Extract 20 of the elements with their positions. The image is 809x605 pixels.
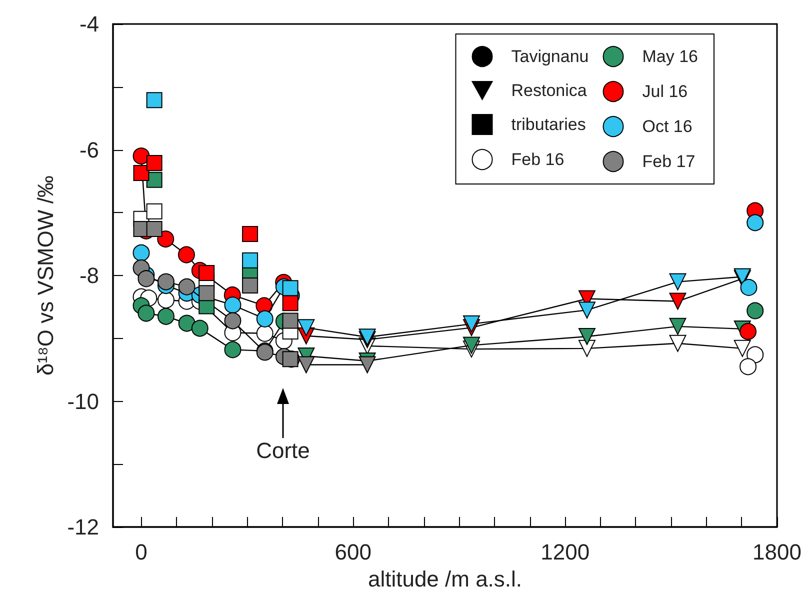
y-tick-label: -4 bbox=[79, 12, 99, 36]
legend-label: Feb 16 bbox=[511, 150, 564, 169]
legend-label: Tavignanu bbox=[511, 47, 589, 66]
legend-label: Restonica bbox=[511, 81, 588, 100]
legend-label: Oct 16 bbox=[642, 117, 692, 136]
y-tick-label: -10 bbox=[67, 388, 99, 414]
y-tick-label: -12 bbox=[67, 514, 99, 540]
legend-label: tributaries bbox=[511, 115, 586, 134]
x-tick-label: 1200 bbox=[540, 540, 590, 564]
y-tick-label: -6 bbox=[79, 137, 99, 162]
x-tick-label: 0 bbox=[135, 540, 148, 564]
x-tick-label: 600 bbox=[334, 540, 372, 564]
x-axis-title: altitude /m a.s.l. bbox=[368, 566, 522, 592]
y-tick-label: -8 bbox=[79, 263, 99, 288]
legend-label: Jul 16 bbox=[642, 82, 688, 101]
y-axis-title: δ¹⁸O vs VSMOW /‰ bbox=[32, 176, 58, 376]
legend-label: Feb 17 bbox=[642, 152, 696, 171]
x-tick-label: 1800 bbox=[752, 540, 802, 564]
legend-label: May 16 bbox=[642, 47, 698, 66]
annotation: Corte bbox=[255, 438, 311, 464]
